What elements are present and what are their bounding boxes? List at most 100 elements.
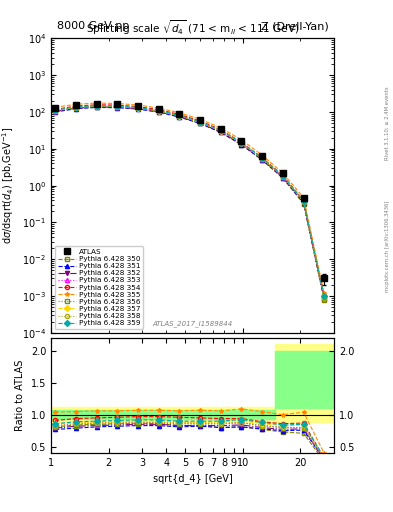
Pythia 6.428 350 (115, 104, 120, 110)
Line: Pythia 6.428 356: Pythia 6.428 356 (53, 104, 326, 300)
Pythia 6.428 356 (301, 199, 306, 205)
Pythia 6.428 356 (177, 113, 182, 119)
Pythia 6.428 354 (53, 106, 57, 113)
Pythia 6.428 353 (198, 119, 202, 125)
Pythia 6.428 358 (219, 128, 223, 134)
Pythia 6.428 354 (74, 103, 79, 109)
Pythia 6.428 351 (74, 105, 79, 112)
Pythia 6.428 350 (136, 105, 140, 112)
Pythia 6.428 356 (219, 128, 223, 134)
Pythia 6.428 353 (74, 104, 79, 111)
Pythia 6.428 357 (177, 113, 182, 119)
Pythia 6.428 359 (259, 155, 264, 161)
Pythia 6.428 357 (281, 173, 285, 179)
Pythia 6.428 356 (136, 105, 140, 112)
Pythia 6.428 352 (94, 104, 99, 110)
Pythia 6.428 352 (74, 105, 79, 111)
Pythia 6.428 355 (219, 125, 223, 131)
Pythia 6.428 356 (53, 108, 57, 114)
Pythia 6.428 353 (239, 140, 244, 146)
Y-axis label: Ratio to ATLAS: Ratio to ATLAS (15, 360, 25, 431)
Pythia 6.428 358 (115, 103, 120, 110)
Pythia 6.428 351 (281, 175, 285, 181)
Pythia 6.428 356 (198, 120, 202, 126)
Pythia 6.428 355 (136, 102, 140, 108)
Line: Pythia 6.428 351: Pythia 6.428 351 (53, 105, 326, 300)
Pythia 6.428 353 (259, 156, 264, 162)
Pythia 6.428 357 (53, 108, 57, 114)
Pythia 6.428 359 (301, 198, 306, 204)
Pythia 6.428 355 (259, 152, 264, 158)
Pythia 6.428 358 (259, 156, 264, 162)
Line: Pythia 6.428 353: Pythia 6.428 353 (53, 104, 326, 300)
Pythia 6.428 353 (115, 103, 120, 110)
Pythia 6.428 356 (74, 105, 79, 111)
Pythia 6.428 359 (94, 102, 99, 109)
Pythia 6.428 357 (156, 108, 161, 114)
Pythia 6.428 354 (198, 118, 202, 124)
Pythia 6.428 358 (156, 108, 161, 114)
Pythia 6.428 357 (259, 155, 264, 161)
Pythia 6.428 350 (259, 157, 264, 163)
Pythia 6.428 358 (281, 174, 285, 180)
Pythia 6.428 350 (239, 141, 244, 147)
Pythia 6.428 350 (281, 175, 285, 181)
Pythia 6.428 354 (259, 155, 264, 161)
Pythia 6.428 353 (177, 113, 182, 119)
Line: Pythia 6.428 358: Pythia 6.428 358 (53, 104, 326, 300)
Line: Pythia 6.428 355: Pythia 6.428 355 (53, 101, 326, 295)
Pythia 6.428 352 (156, 109, 161, 115)
Pythia 6.428 351 (219, 129, 223, 135)
Pythia 6.428 355 (115, 100, 120, 106)
Pythia 6.428 359 (156, 108, 161, 114)
Pythia 6.428 352 (115, 104, 120, 110)
Line: Pythia 6.428 354: Pythia 6.428 354 (53, 103, 326, 298)
Pythia 6.428 358 (177, 113, 182, 119)
Pythia 6.428 352 (53, 109, 57, 115)
Pythia 6.428 352 (136, 105, 140, 112)
Pythia 6.428 359 (322, 293, 327, 299)
Pythia 6.428 352 (198, 120, 202, 126)
Pythia 6.428 353 (219, 128, 223, 134)
Pythia 6.428 351 (259, 157, 264, 163)
Pythia 6.428 357 (219, 127, 223, 134)
Pythia 6.428 353 (156, 108, 161, 114)
Text: mcplots.cern.ch [arXiv:1306.3436]: mcplots.cern.ch [arXiv:1306.3436] (385, 200, 389, 291)
Pythia 6.428 354 (219, 126, 223, 133)
Pythia 6.428 358 (239, 140, 244, 146)
Pythia 6.428 351 (198, 120, 202, 126)
Pythia 6.428 359 (281, 173, 285, 179)
Pythia 6.428 351 (177, 114, 182, 120)
Pythia 6.428 356 (259, 156, 264, 162)
Pythia 6.428 355 (53, 104, 57, 110)
Pythia 6.428 351 (301, 200, 306, 206)
Pythia 6.428 358 (74, 104, 79, 111)
Pythia 6.428 355 (239, 137, 244, 143)
Pythia 6.428 355 (74, 101, 79, 108)
Line: Pythia 6.428 359: Pythia 6.428 359 (53, 103, 326, 298)
Pythia 6.428 354 (281, 172, 285, 178)
Text: ATLAS_2017_I1589844: ATLAS_2017_I1589844 (152, 320, 233, 327)
Pythia 6.428 358 (322, 294, 327, 301)
Pythia 6.428 354 (301, 198, 306, 204)
Pythia 6.428 359 (74, 104, 79, 110)
Pythia 6.428 359 (219, 127, 223, 134)
Pythia 6.428 356 (115, 104, 120, 110)
Pythia 6.428 351 (156, 109, 161, 115)
Pythia 6.428 355 (281, 170, 285, 176)
Pythia 6.428 350 (53, 108, 57, 114)
Pythia 6.428 351 (239, 141, 244, 147)
Pythia 6.428 359 (239, 139, 244, 145)
Pythia 6.428 352 (259, 156, 264, 162)
Pythia 6.428 351 (53, 109, 57, 115)
Pythia 6.428 354 (177, 111, 182, 117)
Pythia 6.428 351 (322, 294, 327, 301)
Line: Pythia 6.428 357: Pythia 6.428 357 (53, 104, 326, 298)
Pythia 6.428 357 (136, 105, 140, 111)
Pythia 6.428 359 (177, 112, 182, 118)
Pythia 6.428 358 (94, 103, 99, 110)
Pythia 6.428 355 (198, 116, 202, 122)
Text: Z (Drell-Yan): Z (Drell-Yan) (261, 21, 329, 31)
Pythia 6.428 352 (219, 129, 223, 135)
Pythia 6.428 359 (115, 103, 120, 109)
